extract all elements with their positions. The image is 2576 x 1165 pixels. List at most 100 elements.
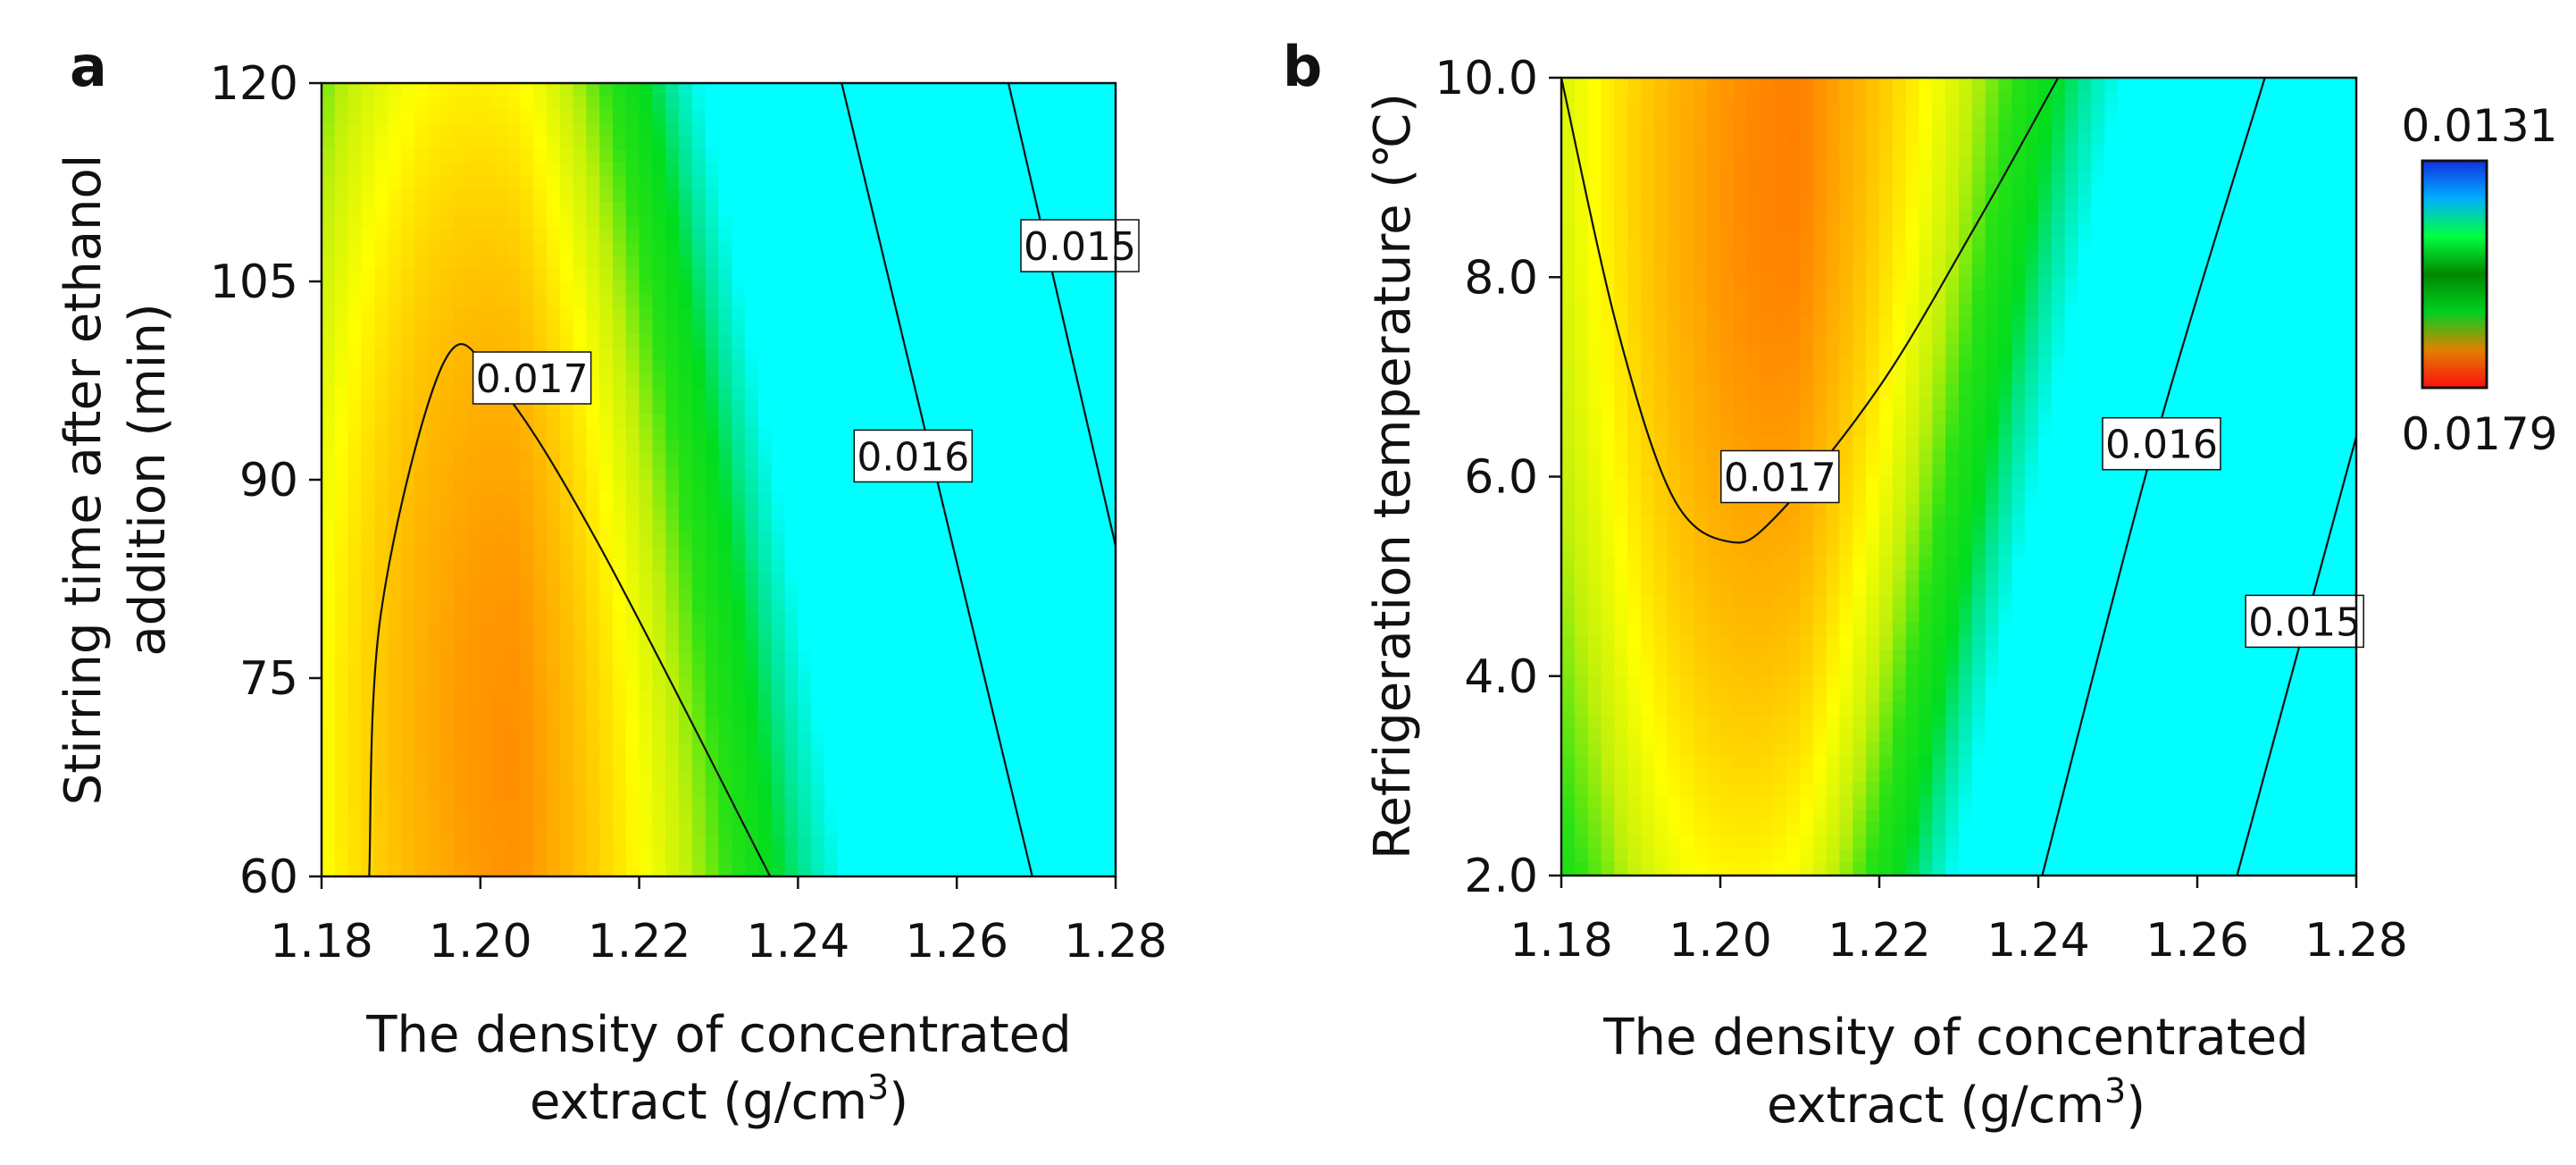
heatmap-cell — [665, 215, 679, 229]
heatmap-cell — [1761, 783, 1774, 796]
heatmap-cell — [1089, 771, 1102, 784]
heatmap-cell — [665, 559, 679, 573]
heatmap-cell — [613, 837, 626, 851]
heatmap-cell — [983, 625, 997, 639]
heatmap-cell — [547, 255, 560, 268]
heatmap-cell — [599, 136, 613, 149]
heatmap-cell — [1694, 277, 1707, 290]
heatmap-cell — [428, 414, 441, 427]
heatmap-cell — [732, 414, 745, 427]
heatmap-cell — [322, 202, 335, 215]
heatmap-cell — [533, 149, 547, 163]
heatmap-cell — [640, 122, 653, 136]
heatmap-cell — [957, 705, 970, 718]
heatmap-cell — [1747, 317, 1761, 331]
heatmap-cell — [917, 255, 931, 268]
heatmap-cell — [719, 96, 732, 110]
heatmap-cell — [838, 361, 851, 374]
heatmap-cell — [943, 599, 957, 612]
heatmap-cell — [573, 96, 587, 110]
heatmap-cell — [824, 705, 838, 718]
heatmap-cell — [414, 493, 428, 507]
heatmap-cell — [1050, 136, 1063, 149]
heatmap-cell — [957, 546, 970, 559]
heatmap-cell — [1747, 171, 1761, 184]
heatmap-cell — [706, 255, 719, 268]
heatmap-cell — [520, 281, 533, 295]
heatmap-cell — [440, 122, 454, 136]
heatmap-cell — [732, 427, 745, 440]
heatmap-cell — [772, 440, 785, 454]
heatmap-cell — [1761, 769, 1774, 783]
heatmap-cell — [665, 758, 679, 771]
heatmap-cell — [692, 189, 706, 202]
heatmap-cell — [692, 83, 706, 96]
heatmap-cell — [322, 242, 335, 256]
heatmap-cell — [745, 651, 758, 665]
heatmap-cell — [348, 824, 362, 837]
heatmap-cell — [1853, 131, 1866, 145]
heatmap-cell — [335, 493, 348, 507]
heatmap-cell — [573, 625, 587, 639]
heatmap-cell — [1602, 383, 1615, 397]
heatmap-cell — [1102, 110, 1116, 123]
heatmap-cell — [679, 599, 692, 612]
heatmap-cell — [1089, 136, 1102, 149]
heatmap-cell — [1036, 532, 1050, 546]
heatmap-cell — [533, 202, 547, 215]
heatmap-cell — [1827, 184, 1840, 197]
heatmap-cell — [970, 771, 983, 784]
heatmap-cell — [665, 136, 679, 149]
heatmap-cell — [706, 863, 719, 876]
heatmap-cell — [1009, 717, 1023, 731]
heatmap-cell — [838, 850, 851, 863]
heatmap-cell — [1023, 691, 1036, 705]
heatmap-cell — [1023, 321, 1036, 334]
heatmap-cell — [904, 202, 917, 215]
heatmap-cell — [1076, 110, 1090, 123]
heatmap-cell — [1813, 809, 1827, 823]
heatmap-cell — [824, 110, 838, 123]
heatmap-cell — [798, 546, 811, 559]
heatmap-cell — [811, 189, 824, 202]
heatmap-cell — [970, 758, 983, 771]
heatmap-cell — [1853, 290, 1866, 304]
heatmap-cell — [599, 717, 613, 731]
heatmap-cell — [1641, 397, 1654, 410]
heatmap-cell — [745, 255, 758, 268]
heatmap-cell — [1588, 464, 1602, 477]
heatmap-cell — [719, 83, 732, 96]
heatmap-cell — [1707, 516, 1720, 530]
heatmap-cell — [640, 229, 653, 242]
heatmap-cell — [785, 110, 799, 123]
heatmap-cell — [983, 824, 997, 837]
heatmap-cell — [1614, 690, 1627, 703]
heatmap-cell — [1561, 238, 1575, 251]
heatmap-cell — [1827, 516, 1840, 530]
heatmap-cell — [374, 480, 388, 493]
heatmap-cell — [1654, 636, 1668, 650]
y-axis-label-a: Stirring time after ethanol addition (mi… — [54, 155, 177, 806]
heatmap-cell — [943, 771, 957, 784]
heatmap-cell — [428, 295, 441, 308]
heatmap-cell — [824, 466, 838, 480]
heatmap-cell — [481, 599, 494, 612]
heatmap-cell — [1009, 625, 1023, 639]
heatmap-cell — [374, 784, 388, 797]
heatmap-cell — [613, 374, 626, 388]
heatmap-cell — [361, 559, 374, 573]
heatmap-cell — [520, 136, 533, 149]
heatmap-cell — [811, 784, 824, 797]
heatmap-cell — [599, 837, 613, 851]
heatmap-cell — [1786, 596, 1800, 609]
heatmap-cell — [1720, 211, 1734, 224]
heatmap-cell — [732, 850, 745, 863]
heatmap-cell — [547, 519, 560, 532]
heatmap-cell — [891, 400, 904, 414]
heatmap-cell — [1840, 703, 1853, 717]
heatmap-cell — [997, 625, 1010, 639]
heatmap-cell — [692, 136, 706, 149]
heatmap-cell — [732, 678, 745, 691]
heatmap-cell — [732, 466, 745, 480]
heatmap-cell — [374, 387, 388, 400]
